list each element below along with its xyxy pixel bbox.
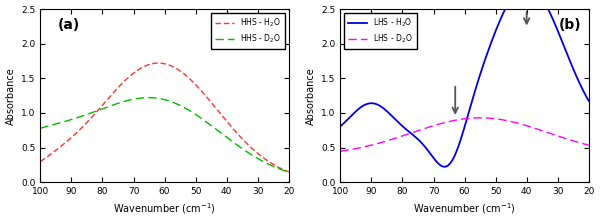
Line: LHS - D$_2$O: LHS - D$_2$O — [340, 118, 589, 151]
LHS - H$_2$O — [503, 5, 510, 8]
Y-axis label: Absorbance: Absorbance — [5, 67, 16, 125]
LHS - D$_2$O — [449, 119, 457, 122]
HHS - D$_2$O — [81, 114, 88, 117]
LHS - H$_2$O — [484, 52, 491, 55]
LHS - H$_2$O — [401, 126, 408, 129]
HHS - D$_2$O — [203, 121, 210, 123]
Text: (a): (a) — [58, 18, 80, 32]
HHS - H$_2$O — [101, 102, 108, 105]
LHS - H$_2$O — [337, 125, 344, 128]
HHS - H$_2$O — [37, 160, 44, 163]
HHS - D$_2$O — [285, 171, 292, 174]
LHS - D$_2$O — [524, 125, 532, 127]
LHS - H$_2$O — [441, 165, 448, 168]
HHS - D$_2$O — [224, 137, 232, 139]
HHS - D$_2$O — [37, 127, 44, 130]
LHS - D$_2$O — [503, 119, 510, 122]
LHS - D$_2$O — [337, 150, 344, 153]
HHS - D$_2$O — [184, 108, 191, 111]
LHS - H$_2$O — [381, 108, 388, 110]
Text: (b): (b) — [559, 18, 581, 32]
LHS - H$_2$O — [449, 157, 457, 160]
LHS - H$_2$O — [585, 100, 592, 102]
HHS - D$_2$O — [101, 107, 108, 109]
LHS - D$_2$O — [476, 117, 484, 119]
Y-axis label: Absorbance: Absorbance — [305, 67, 316, 125]
HHS - H$_2$O — [81, 124, 88, 127]
X-axis label: Wavenumber (cm$^{-1}$): Wavenumber (cm$^{-1}$) — [413, 202, 516, 216]
HHS - D$_2$O — [149, 97, 157, 99]
Legend: HHS - H$_2$O, HHS - D$_2$O: HHS - H$_2$O, HHS - D$_2$O — [211, 13, 285, 49]
LHS - D$_2$O — [381, 140, 388, 143]
Line: HHS - D$_2$O: HHS - D$_2$O — [40, 98, 289, 172]
Line: LHS - H$_2$O: LHS - H$_2$O — [340, 0, 589, 167]
HHS - H$_2$O — [149, 62, 157, 65]
HHS - H$_2$O — [224, 121, 232, 124]
HHS - H$_2$O — [184, 75, 191, 78]
X-axis label: Wavenumber (cm$^{-1}$): Wavenumber (cm$^{-1}$) — [113, 202, 216, 216]
HHS - H$_2$O — [285, 170, 292, 173]
LHS - D$_2$O — [484, 117, 491, 119]
LHS - D$_2$O — [401, 134, 408, 137]
LHS - D$_2$O — [585, 144, 592, 147]
Line: HHS - H$_2$O: HHS - H$_2$O — [40, 63, 289, 172]
HHS - H$_2$O — [155, 62, 162, 64]
HHS - D$_2$O — [145, 96, 152, 99]
Legend: LHS - H$_2$O, LHS - D$_2$O: LHS - H$_2$O, LHS - D$_2$O — [344, 13, 416, 49]
HHS - H$_2$O — [203, 96, 210, 98]
